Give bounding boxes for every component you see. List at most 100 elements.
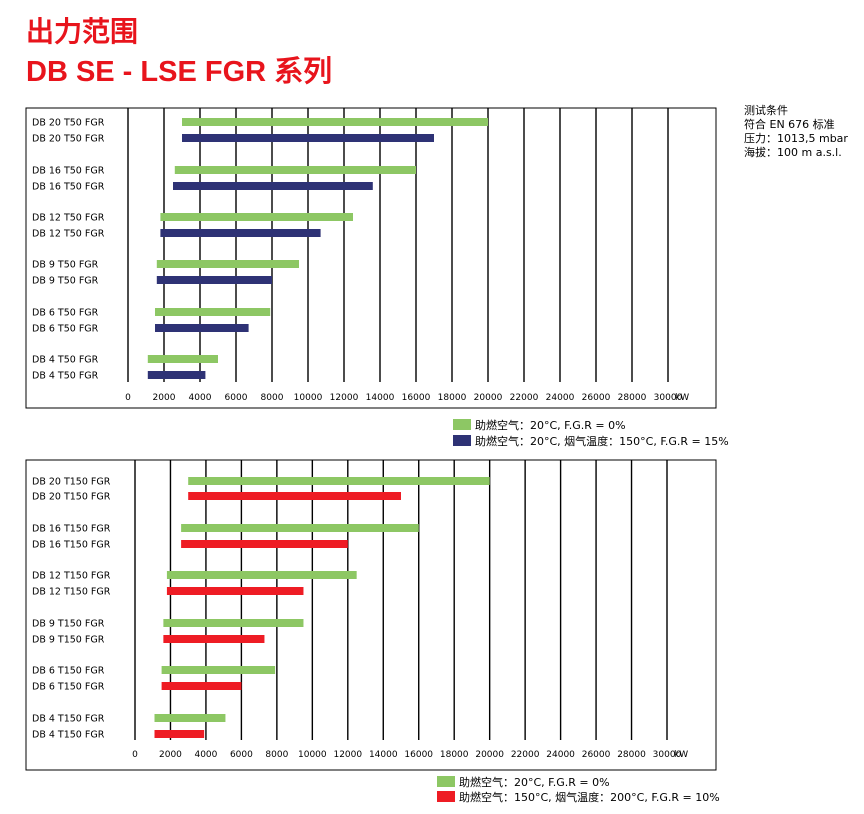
x-tick-label: 20000	[474, 393, 503, 403]
x-tick-label: 14000	[369, 750, 398, 760]
range-bar	[154, 730, 205, 738]
range-bar	[156, 260, 299, 268]
range-bar	[181, 524, 419, 532]
legend-label: 助燃空气：20°C, F.G.R = 0%	[475, 418, 626, 432]
x-tick-label: 14000	[366, 393, 395, 403]
row-label: DB 20 T150 FGR	[32, 477, 111, 488]
row-label: DB 20 T50 FGR	[32, 134, 105, 145]
row-label: DB 9 T50 FGR	[32, 276, 99, 287]
row-label: DB 16 T50 FGR	[32, 182, 105, 193]
x-tick-label: 0	[132, 750, 138, 760]
row-label: DB 4 T50 FGR	[32, 371, 99, 382]
range-bar	[181, 540, 348, 548]
range-bar	[154, 714, 226, 722]
x-tick-label: 26000	[582, 750, 611, 760]
row-label: DB 12 T50 FGR	[32, 229, 105, 240]
row-label: DB 16 T150 FGR	[32, 524, 111, 535]
page-subtitle: DB SE - LSE FGR 系列	[26, 56, 333, 88]
x-tick-label: 16000	[402, 393, 431, 403]
legend-label: 助燃空气：20°C, F.G.R = 0%	[459, 775, 610, 789]
range-bar	[188, 492, 401, 500]
range-bar	[163, 635, 265, 643]
x-tick-label: 8000	[265, 750, 288, 760]
row-label: DB 20 T150 FGR	[32, 492, 111, 503]
test-conditions: 测试条件 符合 EN 676 标准 压力：1013,5 mbar 海拔：100 …	[744, 104, 848, 160]
x-tick-label: 16000	[404, 750, 433, 760]
legend-swatch	[453, 419, 471, 430]
x-tick-label: 12000	[330, 393, 359, 403]
range-bar	[166, 587, 304, 595]
conditions-line: 海拔：100 m a.s.l.	[744, 146, 842, 159]
row-label: DB 4 T150 FGR	[32, 714, 105, 725]
range-bar	[173, 182, 373, 190]
x-tick-label: 30000	[653, 750, 682, 760]
range-bar	[163, 619, 304, 627]
x-unit-label: kW	[674, 750, 688, 760]
x-tick-label: 4000	[189, 393, 212, 403]
legend-label: 助燃空气：150°C, 烟气温度：200°C, F.G.R = 10%	[459, 790, 720, 804]
range-bar	[160, 229, 321, 237]
row-label: DB 6 T150 FGR	[32, 682, 105, 693]
conditions-line: 符合 EN 676 标准	[744, 118, 835, 131]
x-tick-label: 12000	[333, 750, 362, 760]
row-label: DB 20 T50 FGR	[32, 118, 105, 129]
x-tick-label: 4000	[194, 750, 217, 760]
row-label: DB 6 T50 FGR	[32, 324, 99, 335]
row-label: DB 4 T50 FGR	[32, 355, 99, 366]
x-tick-label: 2000	[159, 750, 182, 760]
range-bar	[160, 213, 353, 221]
x-tick-label: 2000	[153, 393, 176, 403]
range-bar	[156, 276, 272, 284]
x-tick-label: 28000	[617, 750, 646, 760]
range-bar	[166, 571, 357, 579]
x-tick-label: 28000	[618, 393, 647, 403]
row-label: DB 9 T150 FGR	[32, 619, 105, 630]
range-bar	[161, 666, 276, 674]
x-tick-label: 10000	[298, 750, 327, 760]
x-tick-label: 26000	[582, 393, 611, 403]
x-tick-label: 8000	[261, 393, 284, 403]
row-label: DB 12 T150 FGR	[32, 571, 111, 582]
range-bar	[147, 355, 218, 363]
x-tick-label: 22000	[510, 393, 539, 403]
row-label: DB 12 T50 FGR	[32, 213, 105, 224]
x-tick-label: 18000	[438, 393, 467, 403]
x-tick-label: 18000	[440, 750, 469, 760]
x-tick-label: 6000	[225, 393, 248, 403]
range-bar	[188, 477, 490, 485]
chart-frame	[25, 107, 717, 409]
range-bar	[182, 134, 434, 142]
range-bar	[155, 308, 271, 316]
x-tick-label: 0	[125, 393, 131, 403]
legend-swatch	[437, 776, 455, 787]
x-tick-label: 24000	[546, 750, 575, 760]
x-tick-label: 6000	[230, 750, 253, 760]
x-tick-label: 20000	[475, 750, 504, 760]
range-bar	[161, 682, 242, 690]
conditions-line: 测试条件	[744, 104, 788, 117]
legend-label: 助燃空气：20°C, 烟气温度：150°C, F.G.R = 15%	[475, 434, 729, 448]
x-unit-label: kW	[675, 393, 689, 403]
x-tick-label: 30000	[654, 393, 683, 403]
x-tick-label: 22000	[511, 750, 540, 760]
legend-swatch	[453, 435, 471, 446]
legend-swatch	[437, 791, 455, 802]
page-title: 出力范围	[26, 16, 139, 47]
row-label: DB 4 T150 FGR	[32, 730, 105, 741]
row-label: DB 6 T150 FGR	[32, 666, 105, 677]
row-label: DB 6 T50 FGR	[32, 308, 99, 319]
row-label: DB 12 T150 FGR	[32, 587, 111, 598]
range-bar	[147, 371, 206, 379]
x-tick-label: 24000	[546, 393, 575, 403]
row-label: DB 9 T50 FGR	[32, 260, 99, 271]
row-label: DB 16 T150 FGR	[32, 540, 111, 551]
chart-frame	[25, 459, 717, 771]
row-label: DB 16 T50 FGR	[32, 166, 105, 177]
x-tick-label: 10000	[294, 393, 323, 403]
range-bar	[182, 118, 488, 126]
row-label: DB 9 T150 FGR	[32, 635, 105, 646]
range-bar	[174, 166, 416, 174]
range-bar	[155, 324, 249, 332]
conditions-line: 压力：1013,5 mbar	[744, 132, 848, 145]
